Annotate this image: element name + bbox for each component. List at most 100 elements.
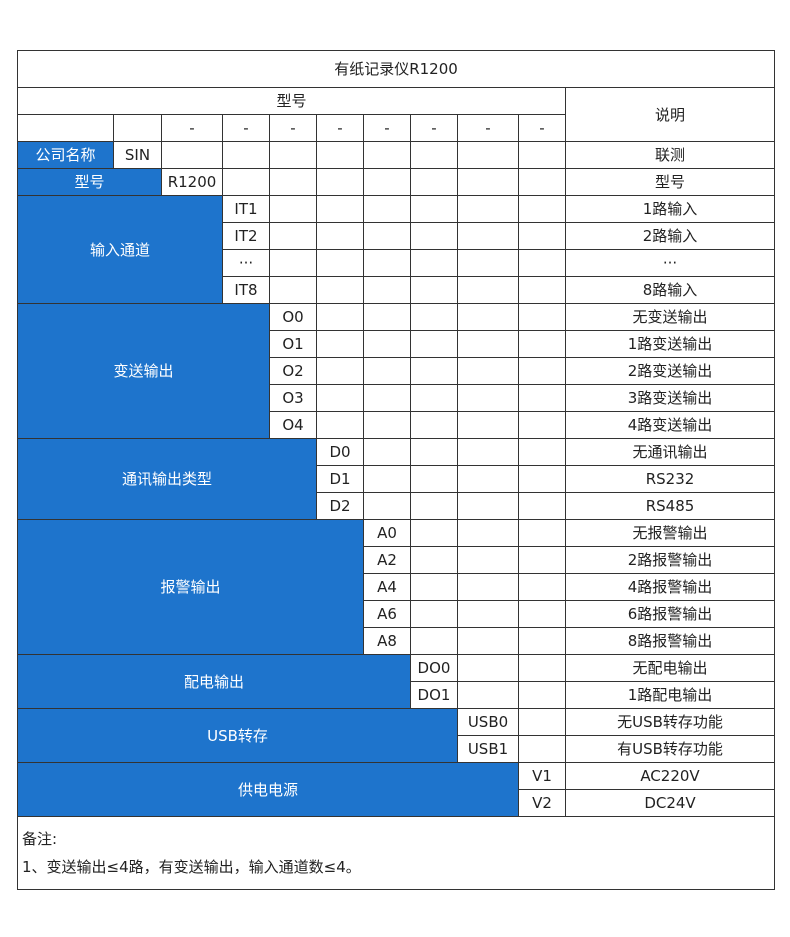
description-cell: 1路输入 <box>565 195 775 223</box>
empty-cell <box>363 357 411 385</box>
empty-cell <box>363 330 411 358</box>
empty-cell <box>457 411 519 439</box>
option-code: O1 <box>269 330 317 358</box>
empty-cell <box>161 141 223 169</box>
option-code: A6 <box>363 600 411 628</box>
note-item: 1、变送输出≤4路，有变送输出，输入通道数≤4。 <box>22 858 361 876</box>
option-code: DO1 <box>410 681 458 709</box>
empty-cell <box>410 249 458 277</box>
option-code: D0 <box>316 438 364 466</box>
option-code: O0 <box>269 303 317 331</box>
empty-cell <box>457 519 519 547</box>
empty-cell <box>363 492 411 520</box>
empty-cell <box>269 195 317 223</box>
empty-cell <box>363 249 411 277</box>
empty-cell <box>269 141 317 169</box>
description-cell: 无报警输出 <box>565 519 775 547</box>
group-label: 报警输出 <box>17 519 364 655</box>
empty-cell <box>457 573 519 601</box>
empty-cell <box>363 195 411 223</box>
option-code: D1 <box>316 465 364 493</box>
description-cell: 4路报警输出 <box>565 573 775 601</box>
option-code: USB1 <box>457 735 519 763</box>
empty-cell <box>457 141 519 169</box>
description-cell: 无配电输出 <box>565 654 775 682</box>
description-cell: 无通讯输出 <box>565 438 775 466</box>
empty-cell <box>410 546 458 574</box>
empty-cell <box>518 681 566 709</box>
option-code: V2 <box>518 789 566 817</box>
description-cell: 无USB转存功能 <box>565 708 775 736</box>
description-cell: 2路报警输出 <box>565 546 775 574</box>
option-code: IT2 <box>222 222 270 250</box>
empty-cell <box>269 222 317 250</box>
dash-cell: - <box>269 114 317 142</box>
empty-cell <box>17 114 114 142</box>
empty-cell <box>316 357 364 385</box>
empty-cell <box>363 411 411 439</box>
description-cell: 有USB转存功能 <box>565 735 775 763</box>
option-code: IT1 <box>222 195 270 223</box>
empty-cell <box>363 168 411 196</box>
option-code: IT8 <box>222 276 270 304</box>
description-cell: DC24V <box>565 789 775 817</box>
table-row: D2 RS485 <box>18 492 775 520</box>
empty-cell <box>410 357 458 385</box>
empty-cell <box>410 141 458 169</box>
description-cell: 2路变送输出 <box>565 357 775 385</box>
option-code: O2 <box>269 357 317 385</box>
description-cell: 1路变送输出 <box>565 330 775 358</box>
empty-cell <box>457 492 519 520</box>
description-cell: RS232 <box>565 465 775 493</box>
empty-cell <box>410 492 458 520</box>
group-label: 供电电源 <box>17 762 519 817</box>
group-label: 输入通道 <box>17 195 223 304</box>
empty-cell <box>363 438 411 466</box>
empty-cell <box>269 276 317 304</box>
empty-cell <box>457 168 519 196</box>
description-cell: 8路报警输出 <box>565 627 775 655</box>
table-row: A8 8路报警输出 <box>18 627 775 655</box>
empty-cell <box>518 546 566 574</box>
table-row: IT8 8路输入 <box>18 276 775 304</box>
option-code: A0 <box>363 519 411 547</box>
empty-cell <box>457 465 519 493</box>
empty-cell <box>363 276 411 304</box>
empty-cell <box>316 411 364 439</box>
table-row: O4 4路变送输出 <box>18 411 775 439</box>
empty-cell <box>457 546 519 574</box>
company-code: SIN <box>113 141 162 169</box>
empty-cell <box>457 276 519 304</box>
empty-cell <box>363 141 411 169</box>
empty-cell <box>518 492 566 520</box>
dash-cell: - <box>410 114 458 142</box>
empty-cell <box>316 195 364 223</box>
empty-cell <box>410 438 458 466</box>
empty-cell <box>518 573 566 601</box>
empty-cell <box>457 249 519 277</box>
empty-cell <box>457 222 519 250</box>
table-row: A6 6路报警输出 <box>18 600 775 628</box>
empty-cell <box>410 411 458 439</box>
empty-cell <box>518 357 566 385</box>
empty-cell <box>410 168 458 196</box>
table-row: 供电电源 V1 AC220V <box>17 762 775 817</box>
empty-cell <box>457 654 519 682</box>
table-row: 输入通道 IT1 1路输入 <box>17 195 775 304</box>
empty-cell <box>316 168 364 196</box>
dash-cell: - <box>457 114 519 142</box>
option-code: A4 <box>363 573 411 601</box>
empty-cell <box>410 627 458 655</box>
empty-cell <box>410 384 458 412</box>
empty-cell <box>457 357 519 385</box>
company-name-label: 公司名称 <box>17 141 114 169</box>
empty-cell <box>222 141 270 169</box>
description-cell: 1路配电输出 <box>565 681 775 709</box>
description-cell: 2路输入 <box>565 222 775 250</box>
empty-cell <box>518 627 566 655</box>
empty-cell <box>457 330 519 358</box>
dash-cell: - <box>161 114 223 142</box>
empty-cell <box>518 600 566 628</box>
model-selection-table: 有纸记录仪R1200 型号 说明 -------- 公司名称 SIN 联测 型号… <box>17 50 775 890</box>
option-code: ··· <box>222 249 270 277</box>
